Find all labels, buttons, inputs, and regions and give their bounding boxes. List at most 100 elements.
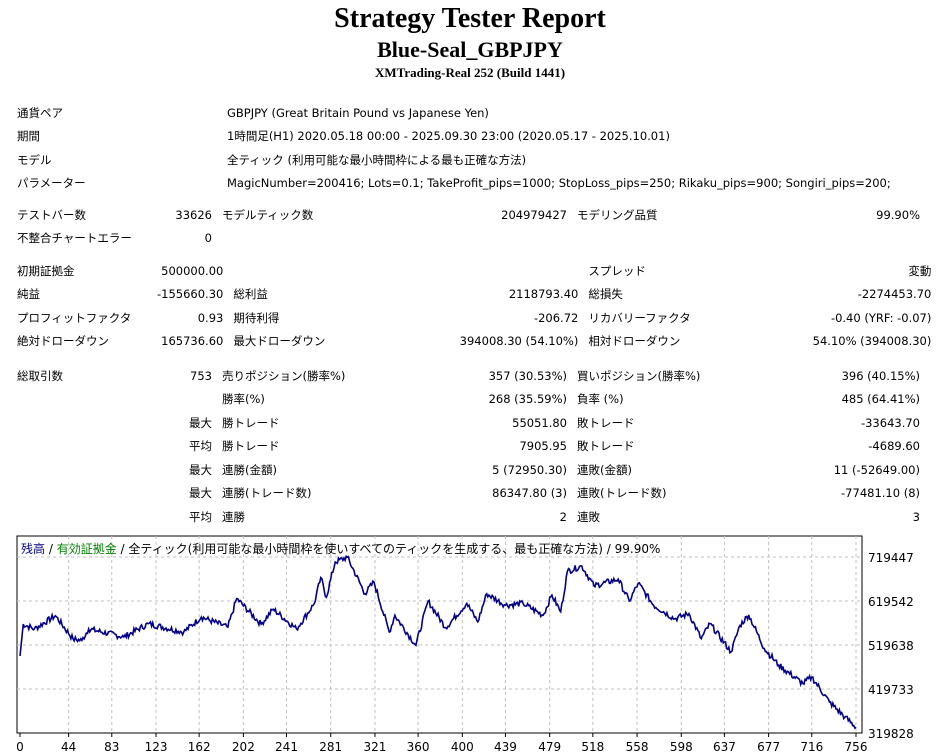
stat-label: リカバリーファクタ [588,310,691,325]
stat-value: -0.40 (YRF: -0.07) [830,310,932,325]
stats-row: テストバー数 33626 モデルティック数 204979427 モデリング品質 99.90… [12,203,925,227]
stat-label: 連勝 [222,509,245,524]
y-tick-label: 719447 [868,551,914,565]
stat-value: 5 (72950.30) [492,462,567,477]
stat-label [12,482,152,506]
y-tick-label: 319828 [868,727,914,741]
stat-label: 連敗 [577,509,600,524]
stat-label: 総利益 [233,287,268,302]
stat-value: 2118793.40 [508,287,579,302]
legend-sep: / [45,542,57,556]
stat-label [12,411,152,435]
stats-row: 不整合チャートエラー 0 [12,227,925,251]
stat-value: 変動 [908,263,932,278]
x-tick-label: 321 [364,740,387,752]
stats-row: プロフィットファクタ 0.93 期待利得 -206.72 リカバリーファクタ -0.40 … [12,306,936,330]
stat-label: 連勝(金額) [222,462,277,477]
stat-label: スプレッド [588,263,646,278]
x-tick-label: 518 [581,740,604,752]
stats-row: 総取引数 753 売りポジション(勝率%) 357 (30.53%) 買いポジション(勝… [12,364,925,388]
x-tick-label: 400 [451,740,474,752]
stat-value: -155660.30 [157,287,224,302]
x-tick-label: 360 [407,740,430,752]
stat-value: 0 [204,231,212,246]
stat-value: 7905.95 [519,439,567,454]
stat-label: 勝率(%) [222,392,265,407]
stat-label [12,435,152,459]
y-tick-label: 419733 [868,683,914,697]
stat-value: 11 (-52649.00) [833,462,920,477]
stat-label: 連勝(トレード数) [222,486,312,501]
x-tick-label: 558 [626,740,649,752]
stats-row: 勝率(%) 268 (35.59%) 負率 (%) 485 (64.41%) [12,388,925,412]
stat-value: 2 [559,509,567,524]
legend-balance: 残高 [21,542,46,556]
stats-row: 最大 連勝(トレード数) 86347.80 (3) 連敗(トレード数) -77481.1… [12,482,925,506]
stat-value [762,227,925,251]
info-label: 通貨ペア [17,105,63,120]
stats-row: 絶対ドローダウン 165736.60 最大ドローダウン 394008.30 (54.1… [12,330,936,354]
info-value: 1時間足(H1) 2020.05.18 00:00 - 2025.09.30 2… [227,129,670,144]
info-label: 期間 [17,129,40,144]
stat-label: 総損失 [588,287,623,302]
stat-label [12,505,152,529]
x-tick-label: 756 [845,740,868,752]
x-tick-label: 241 [275,740,298,752]
stat-value: 396 (40.15%) [841,368,920,383]
info-table: 通貨ペア GBPJPY (Great Britain Pound vs Japan… [12,101,932,195]
y-tick-label: 619542 [868,595,914,609]
stat-value: -77481.10 (8) [841,486,920,501]
x-tick-label: 677 [757,740,780,752]
x-tick-label: 439 [494,740,517,752]
stat-label: 負率 (%) [577,392,624,407]
stat-value [152,388,217,412]
stat-label: 敗トレード [577,439,635,454]
info-row: 期間 1時間足(H1) 2020.05.18 00:00 - 2025.09.30… [12,125,932,149]
stat-label: 総取引数 [17,368,63,383]
stats-row: 平均 連勝 2 連敗 3 [12,505,925,529]
stat-value: 99.90% [876,207,920,222]
server-info: XMTrading-Real 252 (Build 1441) [374,65,566,80]
info-row: モデル 全ティック (利用可能な最小時間枠による最も正確な方法) [12,148,932,172]
stat-label [12,458,152,482]
stat-value: 204979427 [501,207,567,222]
stat-label: 最大ドローダウン [233,334,326,349]
stat-value: 485 (64.41%) [841,392,920,407]
stat-label: 期待利得 [233,310,280,325]
info-value: MagicNumber=200416; Lots=0.1; TakeProfit… [227,176,891,191]
stat-value: 33626 [175,207,212,222]
equity-chart: 719447 619542 519638 419733 319828 0 44 83 123 16… [16,535,914,752]
stat-value: 平均 [189,509,212,524]
stat-label: 純益 [17,287,40,302]
stat-label: モデリング品質 [577,207,658,222]
stat-label [572,227,762,251]
stat-value: 753 [190,368,212,383]
stat-value: 165736.60 [161,334,224,349]
stat-value [418,259,583,283]
x-tick-label: 44 [61,740,76,752]
stat-value: 268 (35.59%) [488,392,567,407]
info-row: 通貨ペア GBPJPY (Great Britain Pound vs Japan… [12,101,932,125]
stat-label: 売りポジション(勝率%) [222,368,346,383]
stat-label: 勝トレード [222,415,280,430]
x-tick-label: 202 [232,740,255,752]
stats-table-3: 総取引数 753 売りポジション(勝率%) 357 (30.53%) 買いポジション(勝… [12,364,925,529]
y-tick-label: 519638 [868,639,914,653]
stat-label [12,388,152,412]
info-row: パラメーター MagicNumber=200416; Lots=0.1; Take… [12,172,932,196]
chart-legend: 残高 / 有効証拠金 / 全ティック(利用可能な最小時間枠を使いすべてのティック… [21,540,660,557]
stat-label: プロフィットファクタ [17,310,132,325]
stat-label: 連敗(金額) [577,462,632,477]
stat-label: 連敗(トレード数) [577,486,667,501]
x-tick-label: 0 [16,740,24,752]
info-label: モデル [17,152,52,167]
stat-value: 500000.00 [161,263,224,278]
stat-value: 平均 [189,439,212,454]
stats-row: 平均 勝トレード 7905.95 敗トレード -4689.60 [12,435,925,459]
stats-row: 純益 -155660.30 総利益 2118793.40 総損失 -2274453.70 [12,283,936,307]
stat-value: 55051.80 [512,415,567,430]
stat-label: テストバー数 [17,207,86,222]
x-tick-label: 716 [800,740,823,752]
x-tick-label: 598 [670,740,693,752]
stats-table-1: テストバー数 33626 モデルティック数 204979427 モデリング品質 99.90… [12,203,925,250]
